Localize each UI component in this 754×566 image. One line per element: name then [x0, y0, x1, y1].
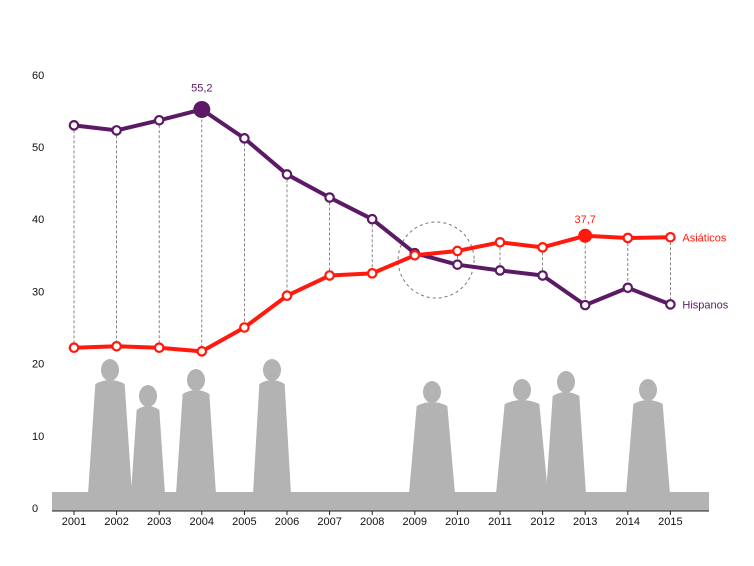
- data-point: [537, 270, 548, 281]
- y-tick-label: 50: [32, 142, 44, 154]
- person-head: [139, 385, 157, 407]
- person-body: [626, 400, 670, 494]
- x-tick-label: 2004: [190, 516, 214, 528]
- person-head: [101, 359, 119, 381]
- person-body: [253, 380, 291, 494]
- x-tick-label: 2008: [360, 516, 384, 528]
- series-name-label: Asiáticos: [682, 232, 727, 244]
- x-tick-label: 2010: [445, 516, 469, 528]
- data-point: [153, 114, 165, 126]
- series-1: [68, 100, 676, 311]
- data-point: [494, 265, 506, 276]
- data-point: [622, 232, 634, 244]
- data-point: [452, 259, 463, 270]
- data-point: [68, 120, 80, 131]
- person-body: [409, 402, 455, 494]
- person-silhouette: [176, 369, 216, 494]
- person-head: [557, 371, 575, 393]
- x-tick-label: 2013: [573, 516, 597, 528]
- crossover-highlight-circle: [397, 221, 475, 299]
- y-tick-label: 40: [32, 214, 44, 226]
- person-silhouette: [131, 385, 165, 494]
- person-head: [513, 379, 531, 401]
- highlighted-point: [193, 100, 211, 118]
- x-axis: 2001 2002 2003 2004 2005 2006 2007 2008 2009 2010…: [52, 510, 709, 528]
- series-name-label: Hispanos: [682, 299, 728, 311]
- data-point: [111, 125, 122, 136]
- data-point: [366, 268, 378, 279]
- x-tick-label: 2015: [658, 516, 682, 528]
- series-group: [68, 100, 676, 357]
- crossover-highlight: [397, 221, 475, 299]
- data-point: [579, 299, 591, 311]
- person-silhouette: [88, 359, 132, 494]
- x-tick-label: 2009: [403, 516, 427, 528]
- labels-group: Hispanos Asiáticos 55,2 37,7: [191, 82, 729, 311]
- data-point: [537, 242, 548, 253]
- x-tick-label: 2014: [616, 516, 640, 528]
- y-tick-label: 30: [32, 286, 44, 298]
- person-body: [546, 392, 586, 494]
- data-point: [239, 322, 250, 333]
- person-head: [423, 381, 441, 403]
- data-point: [452, 245, 463, 257]
- data-point: [409, 250, 421, 261]
- person-silhouette: [253, 359, 291, 494]
- y-tick-label: 10: [32, 431, 44, 443]
- person-head: [263, 359, 281, 381]
- x-tick-label: 2011: [488, 516, 512, 528]
- person-silhouette: [496, 379, 548, 494]
- data-point: [281, 169, 293, 180]
- person-silhouette: [546, 371, 586, 494]
- data-point: [494, 237, 506, 248]
- y-axis: 0 10 20 30 40 50 60: [32, 70, 44, 515]
- y-tick-label: 60: [32, 70, 44, 82]
- y-tick-label: 20: [32, 359, 44, 371]
- person-silhouette: [626, 379, 670, 494]
- person-head: [639, 379, 657, 401]
- x-tick-label: 2003: [147, 516, 171, 528]
- data-point: [366, 213, 378, 225]
- x-tick-label: 2001: [62, 516, 86, 528]
- person-body: [496, 400, 548, 494]
- series-2: [68, 228, 676, 357]
- x-tick-label: 2005: [232, 516, 256, 528]
- ground-strip: [52, 492, 709, 511]
- migrants-silhouette-image: [52, 359, 709, 511]
- data-point: [324, 270, 335, 281]
- x-tick-label: 2002: [104, 516, 128, 528]
- y-tick-label: 0: [32, 503, 38, 515]
- data-point: [324, 192, 335, 203]
- series-line: [72, 233, 673, 354]
- person-silhouette: [409, 381, 455, 494]
- person-body: [88, 380, 132, 494]
- x-tick-label: 2012: [530, 516, 554, 528]
- person-body: [176, 390, 216, 494]
- data-point: [665, 299, 676, 310]
- data-point: [239, 133, 250, 144]
- data-point: [111, 340, 122, 352]
- highlighted-point: [578, 228, 593, 243]
- data-point: [68, 342, 80, 354]
- data-point: [622, 282, 634, 294]
- x-tick-label: 2007: [317, 516, 341, 528]
- person-body: [131, 406, 165, 494]
- data-label: 55,2: [191, 82, 212, 94]
- data-point: [281, 290, 293, 302]
- data-label: 37,7: [574, 214, 595, 226]
- data-point: [196, 346, 208, 357]
- person-head: [187, 369, 205, 391]
- data-point: [153, 342, 165, 354]
- data-point: [665, 231, 676, 243]
- x-tick-label: 2006: [275, 516, 299, 528]
